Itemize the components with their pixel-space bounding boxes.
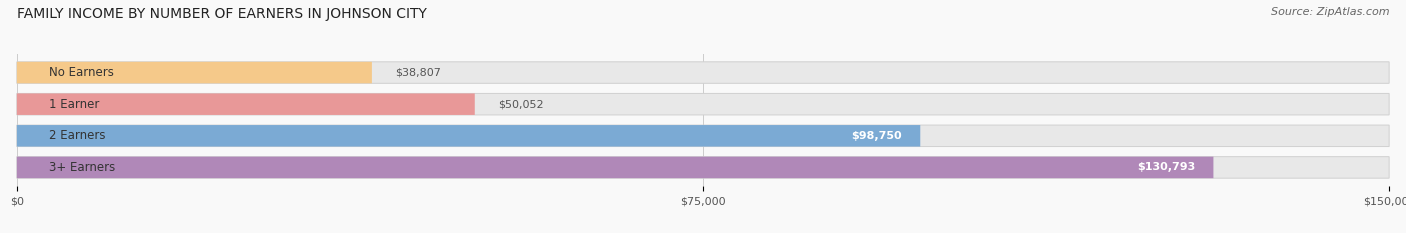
Text: 1 Earner: 1 Earner [49, 98, 100, 111]
Text: $38,807: $38,807 [395, 68, 440, 78]
Text: FAMILY INCOME BY NUMBER OF EARNERS IN JOHNSON CITY: FAMILY INCOME BY NUMBER OF EARNERS IN JO… [17, 7, 427, 21]
FancyBboxPatch shape [17, 125, 921, 147]
FancyBboxPatch shape [17, 157, 1389, 178]
Text: 3+ Earners: 3+ Earners [49, 161, 115, 174]
Text: $98,750: $98,750 [852, 131, 903, 141]
FancyBboxPatch shape [17, 62, 373, 83]
Text: No Earners: No Earners [49, 66, 114, 79]
FancyBboxPatch shape [17, 157, 1213, 178]
FancyBboxPatch shape [17, 93, 475, 115]
Text: 2 Earners: 2 Earners [49, 129, 105, 142]
Text: $130,793: $130,793 [1137, 162, 1195, 172]
FancyBboxPatch shape [17, 62, 1389, 83]
FancyBboxPatch shape [17, 125, 1389, 147]
FancyBboxPatch shape [17, 93, 1389, 115]
Text: Source: ZipAtlas.com: Source: ZipAtlas.com [1271, 7, 1389, 17]
Text: $50,052: $50,052 [498, 99, 543, 109]
